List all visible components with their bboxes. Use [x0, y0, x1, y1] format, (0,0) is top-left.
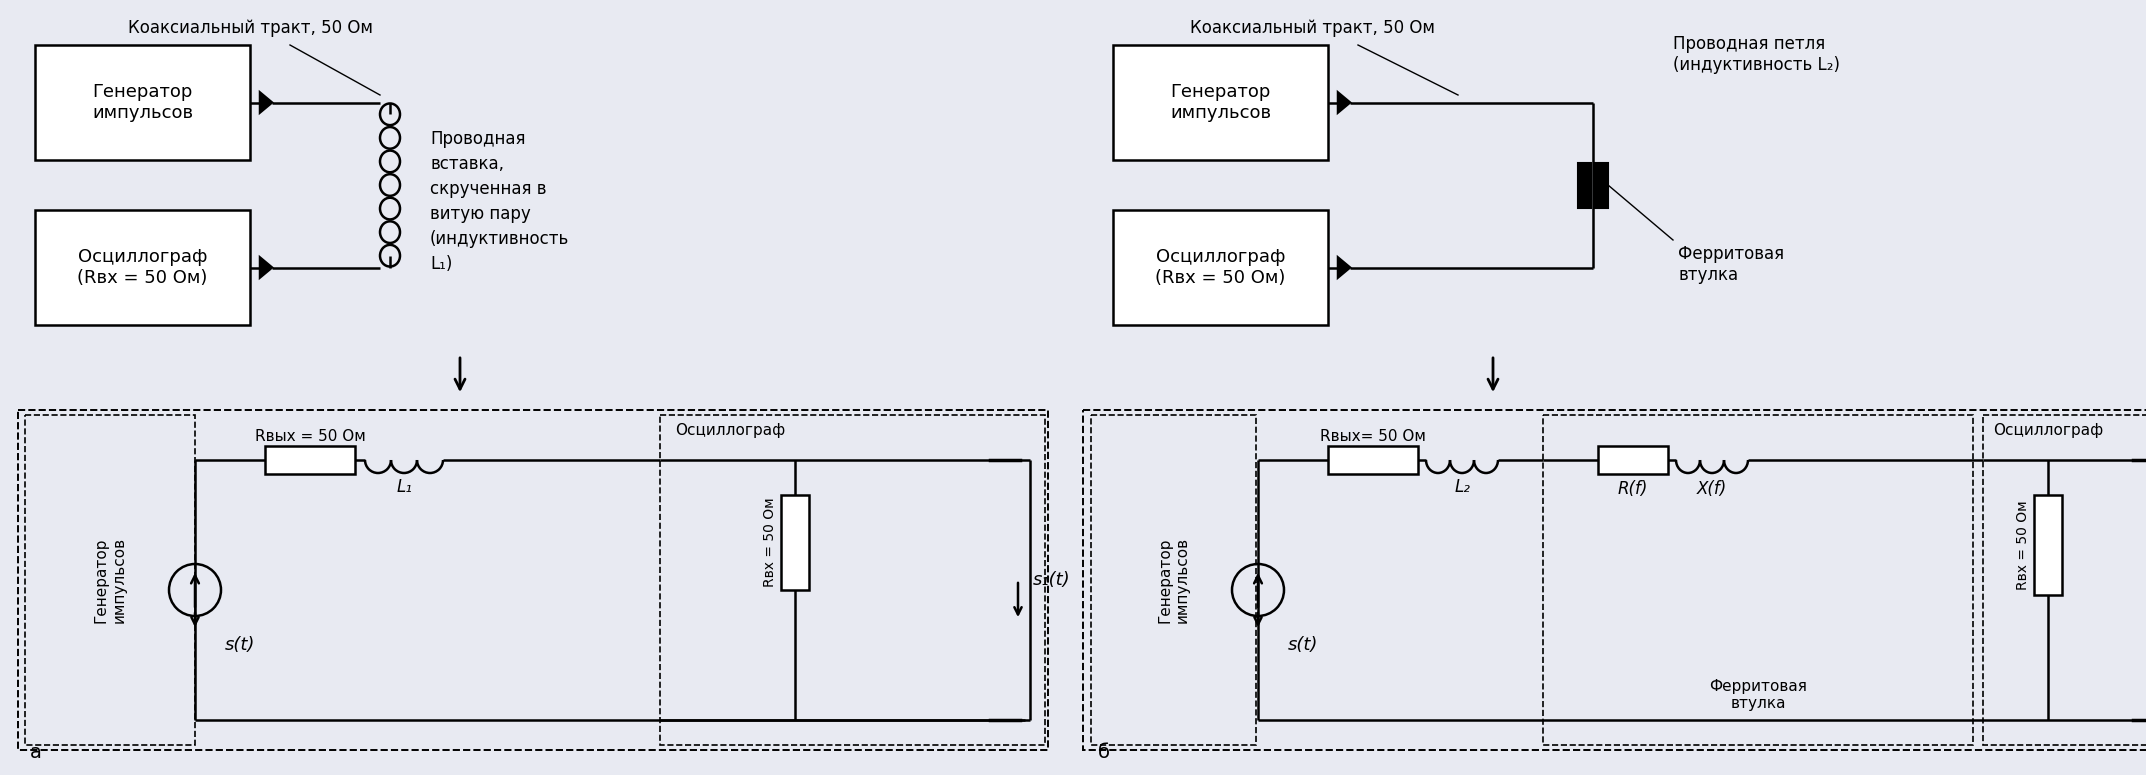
Text: Проводная
вставка,
скрученная в
витую пару
(индуктивность
L₁): Проводная вставка, скрученная в витую па… — [429, 130, 569, 273]
Text: а: а — [30, 743, 43, 762]
Bar — [1090, 415, 1255, 745]
Bar — [34, 210, 249, 325]
Polygon shape — [1337, 92, 1350, 112]
Bar — [26, 415, 195, 745]
Text: s(t): s(t) — [225, 636, 255, 654]
Bar — [17, 410, 1047, 750]
Text: R(f): R(f) — [1618, 480, 1648, 498]
Text: L₁: L₁ — [397, 478, 412, 496]
Text: б: б — [1099, 743, 1109, 762]
Text: Осциллограф: Осциллограф — [676, 423, 785, 438]
Bar — [1084, 410, 2146, 750]
Text: Осциллограф
(Rвх = 50 Ом): Осциллограф (Rвх = 50 Ом) — [77, 248, 208, 287]
Text: Коаксиальный тракт, 50 Ом: Коаксиальный тракт, 50 Ом — [127, 19, 373, 37]
Bar — [34, 45, 249, 160]
Text: s₁(t): s₁(t) — [1032, 571, 1071, 589]
Bar — [1328, 446, 1419, 474]
Bar — [781, 495, 809, 590]
Polygon shape — [260, 92, 273, 112]
Text: Rвх = 50 Ом: Rвх = 50 Ом — [764, 498, 777, 587]
Text: Проводная петля
(индуктивность L₂): Проводная петля (индуктивность L₂) — [1674, 35, 1839, 74]
Text: Осциллограф
(Rвх = 50 Ом): Осциллограф (Rвх = 50 Ом) — [1155, 248, 1285, 287]
Bar — [2034, 495, 2062, 595]
Bar — [1114, 210, 1328, 325]
Bar — [264, 446, 354, 474]
Text: s(t): s(t) — [1288, 636, 1318, 654]
Text: Генератор
импульсов: Генератор импульсов — [1170, 83, 1270, 122]
Text: Генератор
импульсов: Генератор импульсов — [1157, 537, 1189, 623]
Text: Ферритовая
втулка: Ферритовая втулка — [1708, 679, 1807, 711]
Text: Осциллограф: Осциллограф — [1994, 423, 2103, 438]
Text: Rвх = 50 Ом: Rвх = 50 Ом — [2015, 500, 2030, 590]
Polygon shape — [260, 257, 273, 277]
Text: Генератор
импульсов: Генератор импульсов — [94, 537, 127, 623]
Text: Генератор
импульсов: Генератор импульсов — [92, 83, 193, 122]
Text: Rвых = 50 Ом: Rвых = 50 Ом — [255, 429, 365, 444]
Bar — [661, 415, 1045, 745]
Bar — [1577, 163, 1590, 208]
Text: Ферритовая
втулка: Ферритовая втулка — [1678, 245, 1783, 284]
Text: X(f): X(f) — [1697, 480, 1728, 498]
Text: Rвых= 50 Ом: Rвых= 50 Ом — [1320, 429, 1425, 444]
Bar — [1114, 45, 1328, 160]
Bar — [1983, 415, 2146, 745]
Bar — [1543, 415, 1972, 745]
Text: Коаксиальный тракт, 50 Ом: Коаксиальный тракт, 50 Ом — [1191, 19, 1436, 37]
Bar — [1594, 163, 1607, 208]
Bar — [1599, 446, 1667, 474]
Polygon shape — [1337, 257, 1350, 277]
Text: L₂: L₂ — [1455, 478, 1470, 496]
